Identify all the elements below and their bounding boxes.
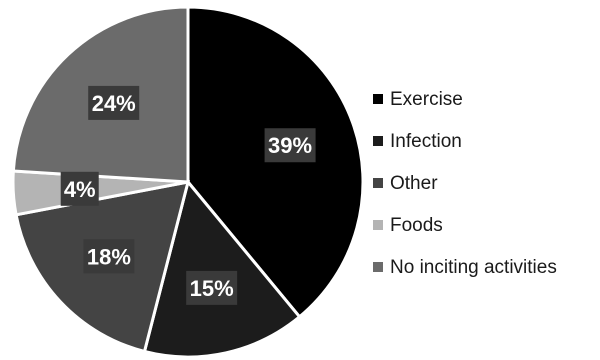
data-label-text: 18% <box>87 244 131 269</box>
data-label-background <box>264 128 316 163</box>
legend-item-foods: Foods <box>373 215 443 236</box>
data-label-text: 4% <box>64 177 96 202</box>
legend-swatch <box>373 262 383 272</box>
legend-item-no-inciting-activities: No inciting activities <box>373 257 557 278</box>
data-label-no-inciting-activities: 24% <box>88 85 140 120</box>
data-label-exercise: 39% <box>264 128 316 163</box>
legend: Exercise Infection Other Foods No inciting a… <box>373 89 557 278</box>
pie-data-labels: 39% 15% 18% 4% 24% <box>60 85 316 305</box>
data-label-other: 18% <box>83 239 135 274</box>
data-label-text: 39% <box>268 133 312 158</box>
legend-label: Other <box>390 173 438 194</box>
legend-label: Foods <box>390 215 443 236</box>
data-label-text: 24% <box>92 91 136 116</box>
legend-swatch <box>373 178 383 188</box>
data-label-background <box>88 85 140 120</box>
data-label-text: 15% <box>190 276 234 301</box>
legend-item-exercise: Exercise <box>373 89 463 110</box>
legend-swatch <box>373 94 383 104</box>
pie-slice-infection <box>142 178 302 359</box>
legend-label: No inciting activities <box>390 257 557 278</box>
legend-item-other: Other <box>373 173 438 194</box>
data-label-infection: 15% <box>186 270 238 305</box>
legend-label: Exercise <box>390 89 463 110</box>
data-label-background <box>83 239 135 274</box>
legend-swatch <box>373 220 383 230</box>
legend-swatch <box>373 136 383 146</box>
data-label-background <box>60 171 99 206</box>
legend-label: Infection <box>390 131 462 152</box>
legend-item-infection: Infection <box>373 131 462 152</box>
data-label-foods: 4% <box>60 171 99 206</box>
pie-slices <box>11 5 365 359</box>
data-label-background <box>186 270 238 305</box>
